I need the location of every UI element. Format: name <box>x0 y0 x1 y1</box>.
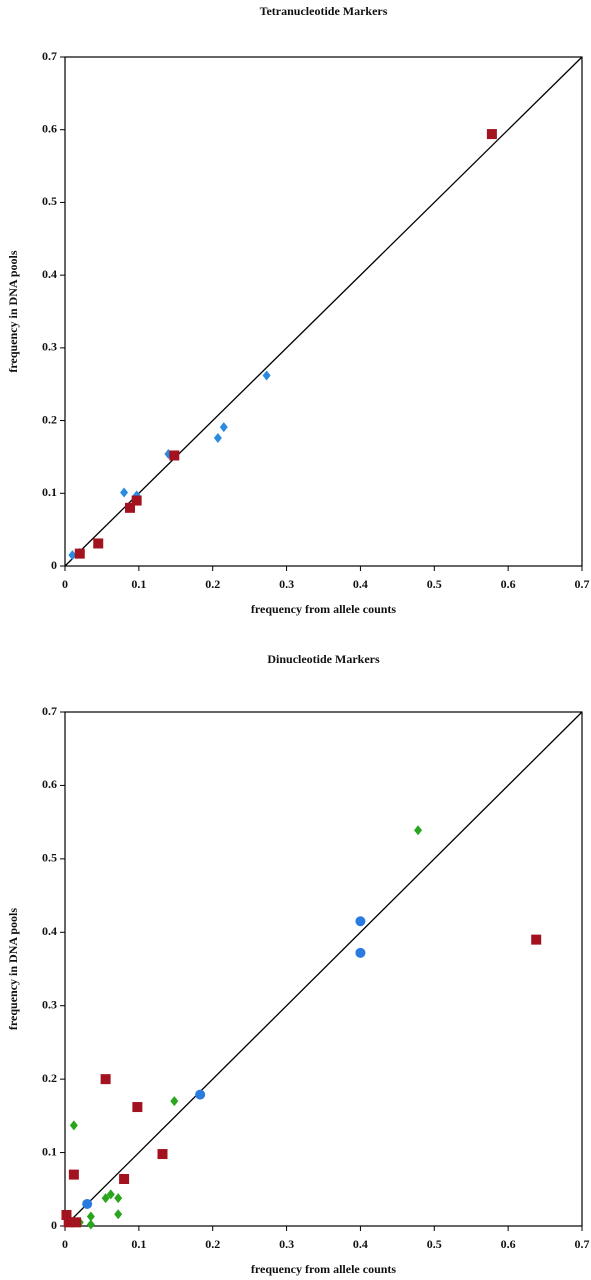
x-tick-label: 0.1 <box>131 1237 146 1251</box>
x-tick-label: 0.2 <box>205 1237 220 1251</box>
circle-marker <box>355 947 366 958</box>
square-marker <box>132 1102 143 1113</box>
square-marker <box>61 1209 72 1220</box>
y-tick-label: 0 <box>51 1218 57 1232</box>
diamond-marker <box>170 1096 179 1107</box>
x-tick-label: 0.6 <box>501 577 516 591</box>
diamond-marker <box>414 825 423 836</box>
chart-title: Dinucleotide Markers <box>267 652 380 666</box>
x-tick-label: 0 <box>62 577 68 591</box>
diamond-marker <box>68 550 77 561</box>
diamond-marker <box>219 422 228 433</box>
square-marker <box>157 1149 168 1160</box>
y-tick-label: 0.3 <box>42 997 57 1011</box>
square-marker <box>93 538 104 549</box>
diamond-marker <box>106 1189 115 1200</box>
square-marker <box>531 934 542 945</box>
circle-marker <box>355 916 366 927</box>
y-axis-label: frequency in DNA pools <box>6 908 20 1030</box>
y-tick-label: 0.1 <box>42 485 57 499</box>
diamond-marker <box>213 433 222 444</box>
diamond-marker <box>120 487 129 498</box>
y-tick-label: 0.7 <box>42 704 57 718</box>
diamond-marker <box>86 1219 95 1230</box>
square-marker <box>119 1174 130 1185</box>
diamond-marker <box>114 1209 123 1220</box>
chart-title: Tetranucleotide Markers <box>260 4 388 18</box>
plot-frame <box>64 711 583 1227</box>
x-tick-label: 0.5 <box>427 1237 442 1251</box>
y-tick-label: 0.3 <box>42 340 57 354</box>
y-tick-label: 0.2 <box>42 1071 57 1085</box>
x-tick-label: 0.1 <box>131 577 146 591</box>
x-tick-label: 0.7 <box>575 1237 590 1251</box>
x-tick-label: 0.2 <box>205 577 220 591</box>
x-tick-label: 0 <box>62 1237 68 1251</box>
square-marker <box>169 450 180 461</box>
square-marker <box>71 1217 82 1228</box>
x-tick-label: 0.4 <box>353 577 368 591</box>
identity-line <box>64 56 583 567</box>
y-tick-label: 0.2 <box>42 412 57 426</box>
y-tick-label: 0.4 <box>42 267 57 281</box>
diamond-marker <box>86 1211 95 1222</box>
x-tick-label: 0.3 <box>279 1237 294 1251</box>
diamond-marker <box>262 370 271 381</box>
diamond-marker <box>101 1193 110 1204</box>
square-marker <box>486 129 497 140</box>
y-tick-label: 0.5 <box>42 194 57 208</box>
y-tick-label: 0 <box>51 558 57 572</box>
circle-marker <box>195 1089 206 1100</box>
square-marker <box>68 1169 79 1180</box>
square-marker <box>63 1217 74 1228</box>
y-axis-label: frequency in DNA pools <box>6 250 20 372</box>
circle-marker <box>82 1198 93 1209</box>
y-tick-label: 0.6 <box>42 121 57 135</box>
plot-frame <box>64 56 583 567</box>
y-tick-label: 0.4 <box>42 924 57 938</box>
diamond-marker <box>114 1193 123 1204</box>
y-tick-label: 0.1 <box>42 1144 57 1158</box>
x-tick-label: 0.3 <box>279 577 294 591</box>
x-axis-label: frequency from allele counts <box>251 1262 397 1276</box>
x-tick-label: 0.7 <box>575 577 590 591</box>
diamond-marker <box>69 1120 78 1131</box>
x-axis-label: frequency from allele counts <box>251 602 397 616</box>
y-tick-label: 0.6 <box>42 777 57 791</box>
y-tick-label: 0.5 <box>42 851 57 865</box>
square-marker <box>100 1074 111 1085</box>
identity-line <box>64 711 583 1227</box>
square-marker <box>74 548 85 559</box>
y-tick-label: 0.7 <box>42 49 57 63</box>
x-tick-label: 0.4 <box>353 1237 368 1251</box>
x-tick-label: 0.5 <box>427 577 442 591</box>
square-marker <box>124 502 135 513</box>
square-marker <box>131 495 142 506</box>
x-tick-label: 0.6 <box>501 1237 516 1251</box>
